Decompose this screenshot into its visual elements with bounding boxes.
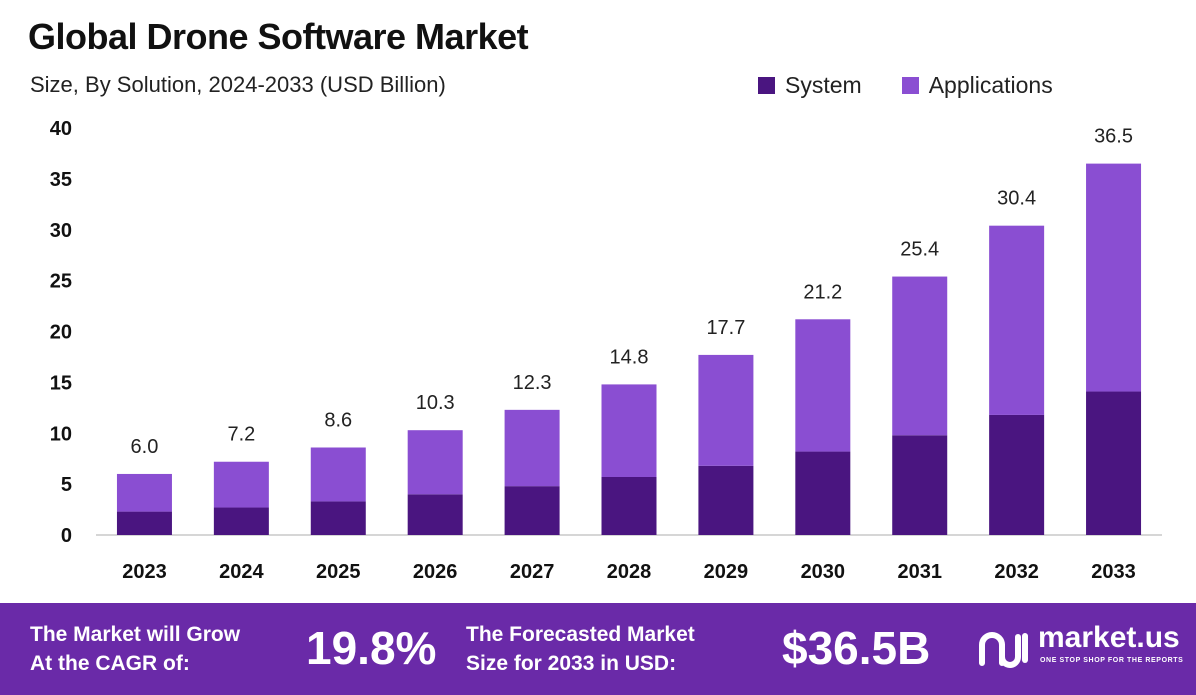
chart-title: Global Drone Software Market (28, 16, 529, 57)
x-tick-label: 2029 (704, 561, 749, 583)
bar-total-label: 7.2 (227, 424, 255, 446)
bar-segment-system (795, 451, 851, 535)
bar-total-label: 8.6 (324, 409, 352, 431)
bar-segment-applications (698, 354, 754, 466)
legend: System Applications (758, 72, 1053, 99)
brand-tagline: ONE STOP SHOP FOR THE REPORTS (1040, 657, 1184, 664)
bar-segment-system (892, 435, 948, 535)
bar-segment-system (989, 414, 1045, 535)
x-tick-label: 2025 (316, 561, 361, 583)
cagr-label-line2: At the CAGR of: (30, 652, 190, 675)
y-tick-label: 15 (50, 372, 72, 394)
bar-chart: 05101520253035406.020237.220248.6202510.… (50, 118, 1162, 583)
bar-segment-system (504, 486, 560, 535)
bar-segment-system (310, 501, 366, 535)
x-tick-label: 2028 (607, 561, 652, 583)
bar-segment-applications (989, 225, 1045, 415)
chart-subtitle: Size, By Solution, 2024-2033 (USD Billio… (30, 72, 446, 97)
x-tick-label: 2023 (122, 561, 167, 583)
summary-banner: The Market will Grow At the CAGR of: 19.… (0, 603, 1196, 695)
bar-segment-applications (795, 319, 851, 452)
bar-total-label: 6.0 (131, 436, 159, 458)
y-tick-label: 5 (61, 474, 72, 496)
market-us-logo-icon (979, 632, 1028, 668)
cagr-label: The Market will Grow At the CAGR of: (30, 620, 240, 678)
x-tick-label: 2027 (510, 561, 555, 583)
bar-segment-system (213, 507, 269, 535)
forecast-label: The Forecasted Market Size for 2033 in U… (466, 620, 695, 678)
bar-total-label: 14.8 (610, 346, 649, 368)
bar-total-label: 10.3 (416, 392, 455, 414)
x-tick-label: 2031 (897, 561, 942, 583)
y-tick-label: 20 (50, 322, 72, 344)
y-tick-label: 25 (50, 271, 72, 293)
bar-segment-system (407, 494, 463, 535)
x-tick-label: 2033 (1091, 561, 1136, 583)
legend-item-system: System (758, 72, 862, 99)
bar-segment-system (698, 465, 754, 535)
bar-segment-applications (213, 461, 269, 508)
y-tick-label: 40 (50, 118, 72, 140)
bar-segment-system (116, 511, 172, 535)
bar-segment-system (601, 477, 657, 535)
bar-segment-applications (504, 409, 560, 487)
bar-segment-applications (1086, 163, 1142, 392)
legend-label-applications: Applications (928, 72, 1053, 98)
bar-segment-applications (601, 384, 657, 478)
forecast-label-line1: The Forecasted Market (466, 623, 695, 646)
bar-segment-applications (310, 447, 366, 502)
y-tick-label: 0 (61, 525, 72, 547)
bar-total-label: 17.7 (706, 317, 745, 339)
bar-total-label: 12.3 (513, 372, 552, 394)
forecast-value: $36.5B (782, 622, 931, 674)
bar-segment-system (1086, 391, 1142, 535)
bar-total-label: 36.5 (1094, 126, 1133, 148)
cagr-value: 19.8% (306, 622, 437, 674)
y-tick-label: 10 (50, 423, 72, 445)
forecast-label-line2: Size for 2033 in USD: (466, 652, 677, 675)
brand-name: market.us (1038, 621, 1180, 654)
legend-swatch-applications (901, 77, 919, 94)
legend-item-applications: Applications (901, 72, 1053, 99)
bar-segment-applications (116, 473, 172, 512)
bar-segment-applications (407, 430, 463, 495)
legend-swatch-system (758, 77, 775, 94)
x-tick-label: 2030 (801, 561, 846, 583)
bar-total-label: 30.4 (997, 188, 1036, 210)
y-tick-label: 35 (50, 169, 72, 191)
y-tick-label: 30 (50, 220, 72, 242)
x-tick-label: 2024 (219, 561, 264, 583)
cagr-label-line1: The Market will Grow (30, 623, 241, 646)
x-tick-label: 2032 (994, 561, 1039, 583)
bar-total-label: 21.2 (803, 281, 842, 303)
bar-segment-applications (892, 276, 948, 436)
legend-label-system: System (785, 72, 862, 98)
bar-total-label: 25.4 (900, 239, 939, 261)
x-tick-label: 2026 (413, 561, 458, 583)
